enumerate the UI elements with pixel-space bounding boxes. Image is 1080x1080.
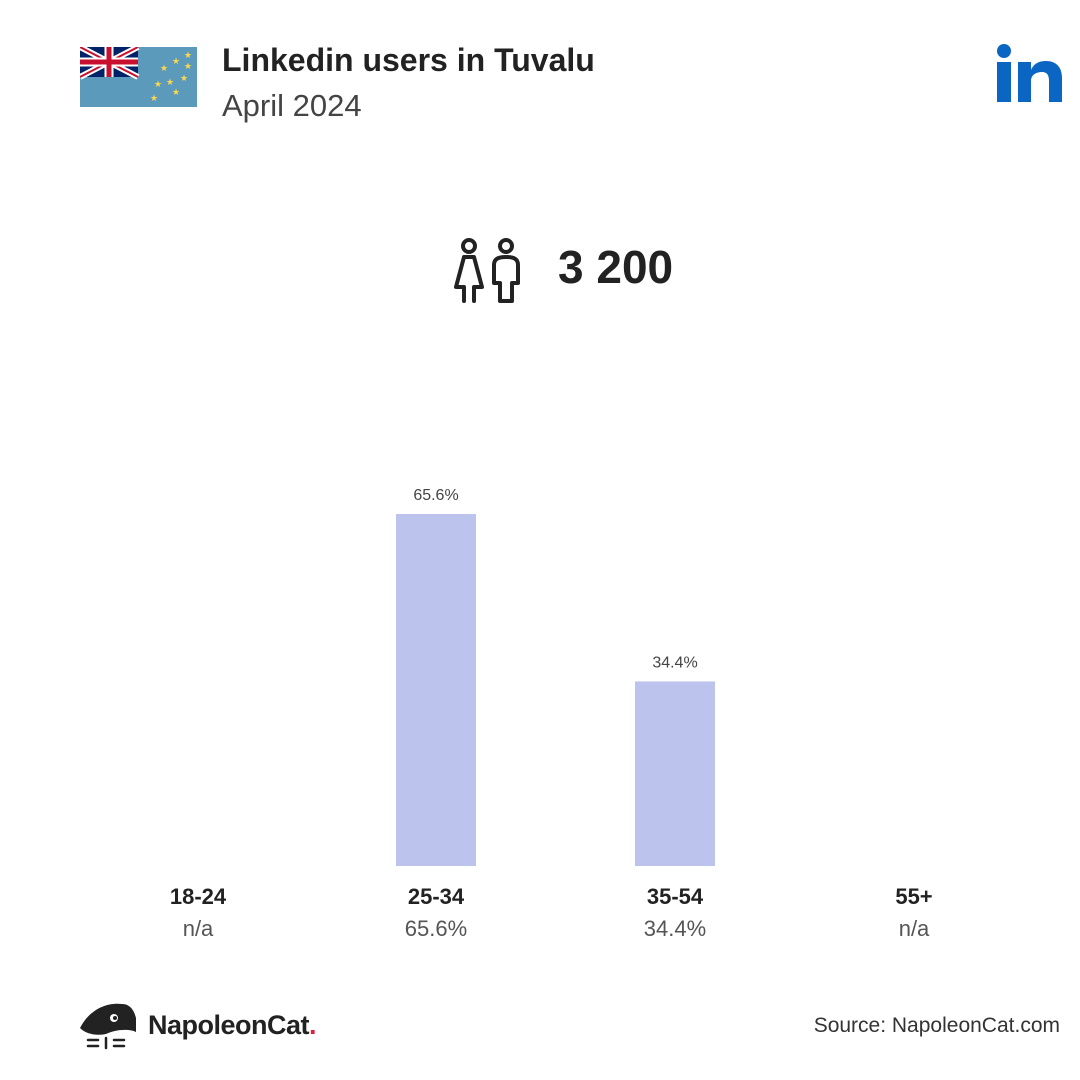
svg-text:★: ★ — [150, 94, 158, 104]
category-value-18-24: n/a — [182, 916, 214, 941]
tuvalu-flag-icon: ★ ★ ★ ★ ★ ★ ★ ★ ★ — [80, 47, 197, 107]
linkedin-icon — [997, 44, 1062, 102]
svg-text:★: ★ — [160, 64, 168, 74]
bar-value-label-35-54: 34.4% — [652, 654, 697, 671]
category-label-18-24: 18-24 — [169, 884, 227, 909]
svg-text:★: ★ — [184, 51, 192, 61]
svg-text:★: ★ — [172, 88, 180, 98]
page-title: Linkedin users in Tuvalu — [222, 42, 595, 78]
category-label-55-plus: 55+ — [895, 884, 933, 909]
brand-name-text: NapoleonCat — [148, 1010, 310, 1040]
category-value-25-34: 65.6% — [404, 916, 468, 941]
bar-value-label-25-34: 65.6% — [413, 487, 458, 504]
source-credit: Source: NapoleonCat.com — [813, 1014, 1060, 1037]
bar-35-54 — [635, 681, 715, 866]
svg-text:★: ★ — [180, 74, 188, 84]
category-value-35-54: 34.4% — [643, 916, 707, 941]
category-value-55-plus: n/a — [898, 916, 930, 941]
people-icon — [454, 238, 520, 303]
brand-dot: . — [309, 1010, 317, 1040]
svg-text:★: ★ — [154, 80, 162, 90]
category-label-25-34: 25-34 — [407, 884, 465, 909]
svg-text:★: ★ — [166, 78, 174, 88]
page-subtitle: April 2024 — [222, 88, 362, 123]
svg-text:★: ★ — [172, 57, 180, 67]
total-users-value: 3 200 — [558, 241, 674, 293]
brand-name: NapoleonCat. — [148, 1010, 317, 1041]
napoleoncat-logo-icon — [80, 1003, 136, 1050]
category-label-35-54: 35-54 — [646, 884, 704, 909]
bar-25-34 — [396, 514, 476, 866]
svg-text:★: ★ — [184, 62, 192, 72]
